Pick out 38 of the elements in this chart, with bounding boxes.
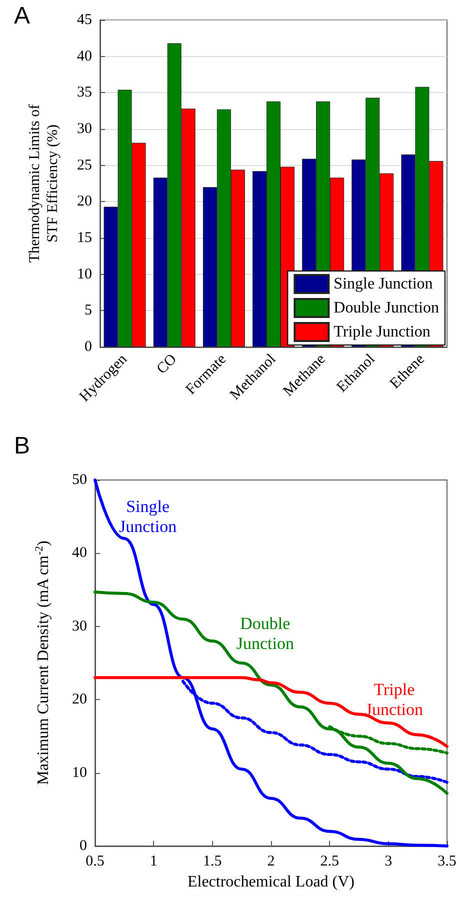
x-tick-label: 3 <box>384 854 392 870</box>
legend-label: Double Junction <box>334 300 440 316</box>
y-axis-title: Thermodynamic Limits of STF Efficiency (%) <box>27 104 61 263</box>
y-tick-label: 15 <box>77 230 92 246</box>
line-series <box>94 478 448 848</box>
x-tick-label: 1.5 <box>202 854 222 870</box>
x-axis-title: Electrochemical Load (V) <box>187 874 355 890</box>
x-tick-label: 2 <box>267 854 275 870</box>
y-tick-label: 25 <box>77 157 92 174</box>
y-tick-label: 5 <box>84 302 92 319</box>
x-tick-label: 2.5 <box>320 854 340 870</box>
y-tick-label: 10 <box>72 764 87 781</box>
text: B <box>14 432 30 460</box>
line-series <box>94 676 448 748</box>
y-tick-label: 30 <box>72 618 87 634</box>
x-tick-label: 3.5 <box>438 854 456 870</box>
x-tick-label: CO <box>154 351 180 378</box>
x-tick-label: 0.5 <box>86 854 104 870</box>
y-tick-label: 20 <box>72 692 87 708</box>
y-axis-title: Maximum Current Density (mA cm-2) <box>34 540 52 785</box>
y-tick-label: 20 <box>77 194 92 210</box>
x-tick-label: 1 <box>150 854 158 870</box>
y-tick-label: 10 <box>77 266 92 282</box>
y-tick-label: 50 <box>72 472 87 488</box>
y-tick-label: 45 <box>77 12 92 28</box>
y-tick-label: 0 <box>80 838 87 854</box>
series-label: Triple Junction <box>365 680 424 720</box>
legend-label: Single Junction <box>334 276 433 292</box>
y-tick-label: 35 <box>77 84 92 101</box>
series-label: Single Junction <box>118 497 178 536</box>
series-label: Double Junction <box>236 614 294 654</box>
legend-label: Triple Junction <box>334 324 430 340</box>
y-tick-label: 0 <box>84 339 92 355</box>
y-tick-label: 40 <box>77 48 92 64</box>
line-series <box>94 590 448 795</box>
y-tick-label: 40 <box>72 545 87 562</box>
text: A <box>14 2 30 30</box>
y-tick-label: 30 <box>77 121 92 137</box>
